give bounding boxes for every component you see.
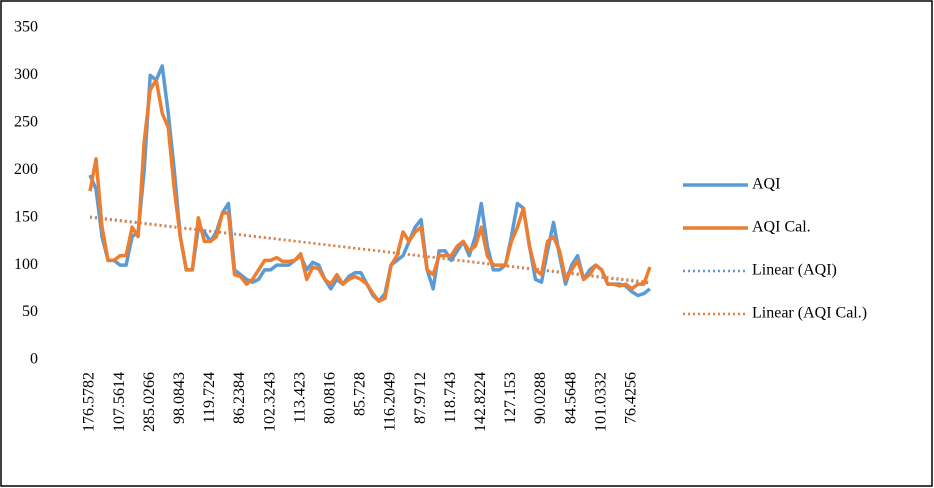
legend-label: Linear (AQI Cal.)	[752, 305, 867, 322]
y-tick-label: 50	[22, 303, 38, 320]
y-tick-label: 250	[14, 114, 38, 131]
legend-label: Linear (AQI)	[752, 262, 837, 279]
x-tick-label: 80.0816	[321, 372, 338, 424]
x-tick-label: 101.0332	[592, 372, 609, 432]
x-tick-label: 119.724	[201, 372, 218, 423]
x-tick-label: 127.153	[502, 372, 519, 424]
x-tick-label: 116.2049	[382, 372, 399, 431]
x-tick-label: 285.0266	[141, 372, 158, 432]
series-line	[88, 78, 652, 303]
x-tick-label: 98.0843	[171, 372, 188, 424]
y-tick-label: 100	[14, 256, 38, 273]
x-tick-label: 113.423	[291, 372, 308, 423]
x-tick-label: 85.728	[352, 372, 369, 416]
x-tick-label: 90.0288	[532, 372, 549, 424]
y-tick-label: 200	[14, 161, 38, 178]
x-tick-label: 142.8224	[472, 372, 489, 432]
x-tick-label: 84.5648	[562, 372, 579, 424]
x-tick-label: 87.9712	[412, 372, 429, 424]
y-tick-label: 300	[14, 66, 38, 83]
y-tick-label: 150	[14, 208, 38, 225]
trendline	[89, 216, 651, 284]
legend-label: AQI Cal.	[752, 219, 811, 236]
x-tick-label: 76.4256	[622, 372, 639, 424]
x-tick-label: 102.3243	[261, 372, 278, 432]
y-tick-label: 350	[14, 19, 38, 36]
x-tick-label: 107.5614	[111, 372, 128, 432]
legend-label: AQI	[752, 176, 780, 193]
x-tick-label: 118.743	[442, 372, 459, 423]
y-tick-label: 0	[30, 351, 38, 368]
x-tick-label: 86.2384	[231, 372, 248, 424]
x-tick-label: 176.5782	[81, 372, 98, 432]
